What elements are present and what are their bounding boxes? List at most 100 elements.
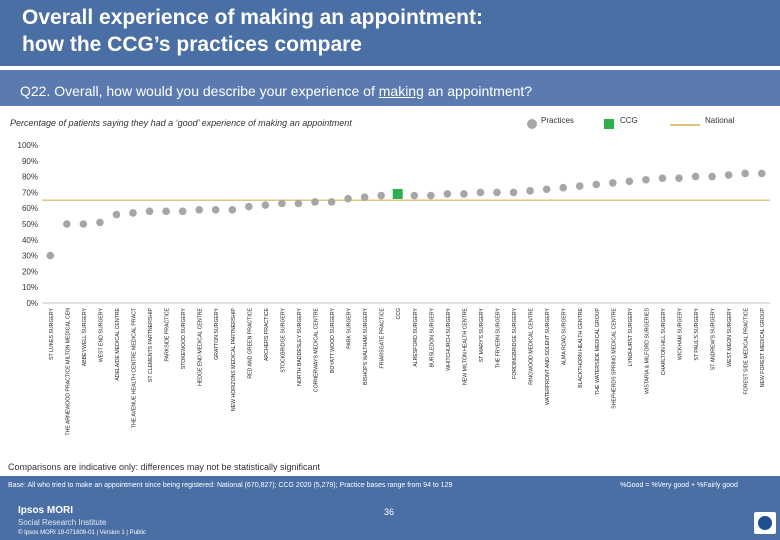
y-tick-label: 70% (22, 188, 38, 197)
practice-point (245, 202, 253, 211)
practice-point (360, 193, 369, 201)
y-tick-label: 90% (22, 157, 38, 166)
practice-point (311, 198, 319, 206)
x-tick-label: BLACKTHORN HEALTH CENTRE (578, 307, 584, 387)
x-tick-label: ST LUKES SURGERY (49, 307, 55, 360)
legend-ccg-label: CCG (620, 116, 638, 125)
x-tick-label: PARK SURGERY (347, 307, 353, 348)
practice-point (592, 180, 601, 189)
legend-national-line (670, 124, 700, 126)
x-tick-label: ST CLEMENTS PARTNERSHIP (148, 307, 154, 382)
practice-point (327, 198, 336, 206)
x-tick-label: ALMA ROAD SURGERY (562, 307, 568, 365)
brand-logo: Ipsos MORI (18, 505, 74, 516)
x-tick-label: ST PAUL'S SURGERY (694, 307, 700, 360)
practice-point (145, 207, 154, 216)
practice-point (476, 188, 485, 197)
practice-point (460, 190, 468, 198)
practice-point (129, 209, 137, 217)
practice-point (79, 220, 88, 228)
x-tick-label: LYNDHURST SURGERY (628, 307, 634, 366)
practice-point (112, 210, 121, 219)
practice-point (228, 205, 237, 214)
comparison-note: Comparisons are indicative only: differe… (8, 462, 320, 472)
x-tick-label: NEW MILTON HEALTH CENTRE (462, 307, 468, 384)
practice-point (757, 169, 766, 178)
question-underlined: making (378, 83, 424, 99)
x-tick-label: CORNERWAYS MEDICAL CENTRE (314, 307, 320, 392)
y-tick-label: 0% (26, 299, 38, 308)
practice-point (427, 191, 435, 200)
practice-point (195, 205, 203, 214)
practice-point (559, 183, 567, 192)
y-tick-label: 40% (22, 236, 38, 245)
x-tick-label: THE WATERSIDE MEDICAL GROUP (595, 307, 601, 394)
ipsos-logo-icon (754, 512, 776, 534)
x-tick-label: BOYATT WOOD SURGERY (330, 307, 336, 373)
practice-point (278, 199, 286, 208)
practice-point (377, 191, 385, 200)
practice-point (675, 174, 683, 182)
practice-point (575, 182, 584, 190)
practice-point (642, 175, 650, 184)
x-tick-label: WICKHAM SURGERY (678, 307, 684, 360)
x-tick-label: HEDGE END MEDICAL CENTRE (198, 307, 204, 385)
x-tick-label: THE FRYERN SURGERY (496, 307, 502, 368)
x-tick-label: GRATTON SURGERY (214, 307, 220, 359)
practice-point (178, 207, 187, 216)
practice-point (741, 169, 749, 178)
question-pre: Q22. Overall, how would you describe you… (20, 83, 379, 99)
practice-comparison-chart: 0% 10% 20% 30% 40% 50% 60% 70% 80% 90% 100% ST LUKE… (18, 141, 770, 436)
ccg-marker (392, 188, 403, 199)
y-tick-label: 30% (22, 252, 38, 261)
question-bar (0, 70, 780, 106)
practice-point (609, 179, 617, 187)
x-tick-label: FOREST SIDE MEDICAL PRACTICE (744, 307, 750, 394)
legend-practices-marker (527, 119, 537, 129)
practice-point (46, 251, 55, 260)
x-tick-label: RED AND GREEN PRACTICE (247, 307, 253, 378)
page-number: 36 (384, 507, 395, 517)
practice-point (509, 188, 518, 197)
x-tick-label: ALRESFORD SURGERY (413, 307, 419, 366)
x-tick-label: ABBEYWELL SURGERY (82, 307, 88, 366)
copyright: © Ipsos MORI 19-071809-01 | Version 1 | … (18, 530, 146, 536)
x-tick-label: WATERFRONT AND SOLENT SURGERY (545, 307, 551, 405)
page-title: Overall experience of making an appointm… (22, 6, 483, 56)
x-tick-label: BISHOPS WALTHAM SURGERY (363, 307, 369, 384)
legend-national-label: National (705, 116, 735, 125)
legend-practices-label: Practices (541, 116, 574, 125)
x-tick-label: WHITCHURCH SURGERY (446, 307, 452, 370)
y-tick-label: 100% (18, 141, 38, 150)
x-tick-label: FORDINGBRIDGE SURGERY (512, 307, 518, 378)
x-tick-label: WEST END SURGERY (98, 307, 104, 362)
x-tick-label: SHEPHERDS SPRING MEDICAL CENTRE (611, 307, 617, 408)
x-tick-label: ST MARY'S SURGERY (479, 307, 485, 362)
y-tick-label: 80% (22, 173, 38, 182)
x-tick-label: WISTARIA & MILFORD SURGERIES (644, 307, 650, 394)
y-tick-label: 60% (22, 204, 38, 213)
y-tick-label: 10% (22, 283, 38, 292)
x-tick-label: RINGWOOD MEDICAL CENTRE (529, 307, 535, 384)
practice-point (625, 177, 634, 186)
y-tick-label: 50% (22, 220, 38, 229)
practice-point (410, 191, 419, 200)
footer-bar (0, 476, 780, 540)
question-text: Q22. Overall, how would you describe you… (20, 83, 532, 99)
x-tick-label: NORTH BADDESLEY SURGERY (297, 307, 303, 385)
practice-point (294, 199, 303, 208)
x-tick-label: CCG (396, 308, 402, 320)
practice-point (691, 172, 700, 181)
x-tick-label: BURSLEDON SURGERY (429, 307, 435, 367)
x-tick-label: PARKSIDE PRACTICE (165, 307, 171, 361)
practice-point (261, 201, 270, 209)
x-tick-label: FRIARSGATE PRACTICE (380, 307, 386, 368)
practice-point (724, 171, 733, 179)
practice-point (63, 220, 71, 228)
x-tick-label: THE ARNEWOOD PRACTICE MILTON MEDICAL CEN (65, 308, 71, 436)
practice-point (658, 174, 667, 182)
brand-subtitle: Social Research Institute (18, 518, 107, 527)
x-tick-label: STOKEWOOD SURGERY (181, 307, 187, 369)
practice-point (526, 187, 534, 195)
x-tick-label: THE AVENUE HEALTH CENTRE MEDICAL PRACT (132, 307, 138, 428)
